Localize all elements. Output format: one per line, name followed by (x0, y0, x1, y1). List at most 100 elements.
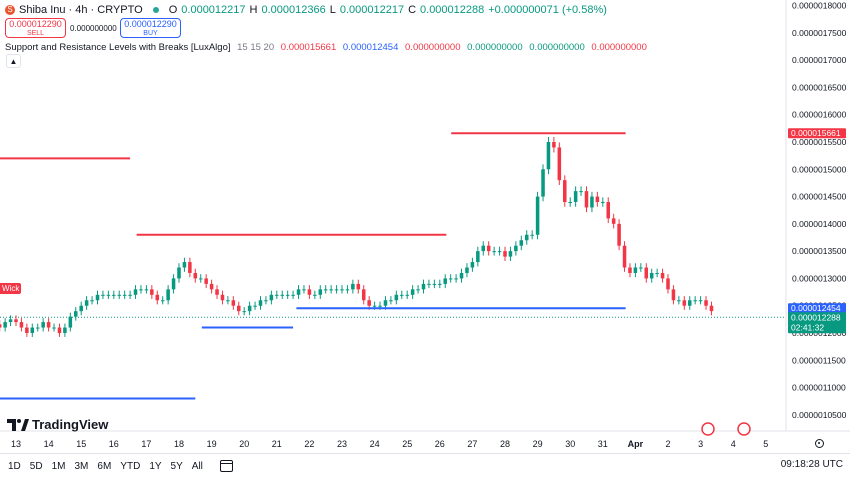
candle-body (220, 294, 225, 301)
candle-body (682, 300, 687, 306)
candle-body (557, 147, 562, 181)
timeframe-buttons: 1D 5D 1M 3M 6M YTD 1Y 5Y All (4, 461, 208, 472)
candle-body (215, 289, 219, 295)
candle-body (606, 202, 610, 219)
open-value: 0.000012217 (181, 3, 246, 16)
x-tick-label: 21 (272, 439, 282, 449)
x-tick-label: 27 (467, 439, 477, 449)
candle-body (237, 305, 241, 312)
candle-body (204, 278, 208, 284)
candle-body (628, 267, 632, 273)
candle-body (432, 283, 437, 285)
candle-body (405, 294, 409, 296)
timeframe-1m[interactable]: 1M (51, 460, 66, 472)
candle-body (639, 267, 643, 269)
price-label: 0.000012454 (791, 303, 841, 313)
symbol-title[interactable]: Shiba Inu · 4h · CRYPTO (19, 3, 143, 16)
tradingview-logo-icon (7, 418, 29, 431)
candle-body (128, 294, 132, 296)
gear-icon[interactable] (815, 439, 824, 448)
candle-body (264, 300, 268, 302)
candle-body (52, 327, 56, 329)
candle-body (666, 278, 670, 290)
timeframe-ytd[interactable]: YTD (120, 460, 141, 472)
candle-body (57, 327, 62, 333)
close-key: C (408, 3, 417, 16)
candle-body (334, 289, 339, 291)
candle-body (198, 278, 203, 280)
candle-body (367, 300, 371, 306)
candle-body (660, 272, 665, 279)
spread-value: 0.000000000 (70, 23, 117, 33)
candle-body (209, 283, 214, 290)
candle-body (438, 283, 442, 285)
candle-body (307, 289, 312, 295)
timeframe-5d[interactable]: 5D (29, 460, 43, 472)
candle-body (416, 289, 420, 291)
price-label: 0.000012288 (791, 312, 841, 322)
candle-body (611, 218, 616, 224)
indicator-legend[interactable]: Support and Resistance Levels with Break… (5, 42, 651, 53)
candle-body (139, 289, 143, 291)
buy-label: BUY (143, 30, 158, 37)
brand-name: TradingView (32, 417, 109, 432)
timeframe-1y[interactable]: 1Y (149, 460, 162, 472)
collapse-legend-button[interactable]: ▲ (6, 54, 21, 68)
bottom-toolbar: 1D 5D 1M 3M 6M YTD 1Y 5Y All 09:18:28 UTC (0, 453, 850, 478)
indicator-value-1: 0.000015661 (280, 42, 337, 53)
candle-body (514, 245, 518, 252)
candle-body (394, 294, 399, 301)
candle-body (427, 283, 431, 285)
event-flag-icon (737, 422, 751, 436)
calendar-icon[interactable] (219, 460, 233, 472)
candle-body (454, 278, 458, 280)
candle-body (345, 289, 350, 291)
timeframe-all[interactable]: All (191, 460, 203, 472)
indicator-value-2: 0.000012454 (342, 42, 399, 53)
candle-body (459, 272, 464, 279)
candle-body (709, 305, 714, 312)
candle-body (68, 316, 73, 328)
y-tick-label: 0.0000017000 (792, 55, 847, 65)
candle-body (524, 234, 529, 241)
candle-body (481, 245, 486, 252)
candle-body (19, 322, 24, 328)
candle-body (622, 245, 627, 268)
y-tick-label: 0.0000014500 (792, 192, 847, 202)
candle-body (492, 251, 496, 253)
candle-body (35, 327, 40, 329)
candle-body (372, 305, 377, 307)
close-value: 0.000012288 (420, 3, 485, 16)
tradingview-logo[interactable]: TradingView (7, 417, 108, 432)
candle-body (160, 300, 165, 302)
candle-body (302, 289, 306, 291)
timeframe-3m[interactable]: 3M (74, 460, 89, 472)
buy-button[interactable]: 0.000012290 BUY (120, 18, 181, 38)
candle-body (182, 262, 187, 268)
chevron-up-icon: ▲ (9, 57, 18, 66)
candle-body (421, 283, 426, 290)
y-tick-label: 0.0000016000 (792, 110, 847, 120)
candle-body (84, 300, 89, 306)
candle-body (486, 245, 491, 252)
sell-button[interactable]: 0.000012290 SELL (5, 18, 66, 38)
y-tick-label: 0.0000017500 (792, 28, 847, 38)
utc-clock[interactable]: 09:18:28 UTC (780, 459, 843, 470)
candle-body (383, 300, 388, 306)
candle-body (188, 262, 192, 273)
price-label-bg (788, 312, 846, 334)
timeframe-1d[interactable]: 1D (8, 460, 21, 472)
x-tick-label: 19 (207, 439, 217, 449)
x-tick-label: 26 (435, 439, 445, 449)
timeframe-6m[interactable]: 6M (97, 460, 112, 472)
candle-body (356, 283, 361, 290)
candle-body (291, 294, 295, 296)
x-tick-label: 14 (44, 439, 54, 449)
candle-body (378, 305, 382, 307)
candle-body (644, 267, 649, 279)
timeframe-5y[interactable]: 5Y (170, 460, 183, 472)
change-value: +0.000000071 (+0.58%) (488, 3, 607, 16)
candle-body (253, 305, 257, 307)
x-tick-label: 16 (109, 439, 119, 449)
